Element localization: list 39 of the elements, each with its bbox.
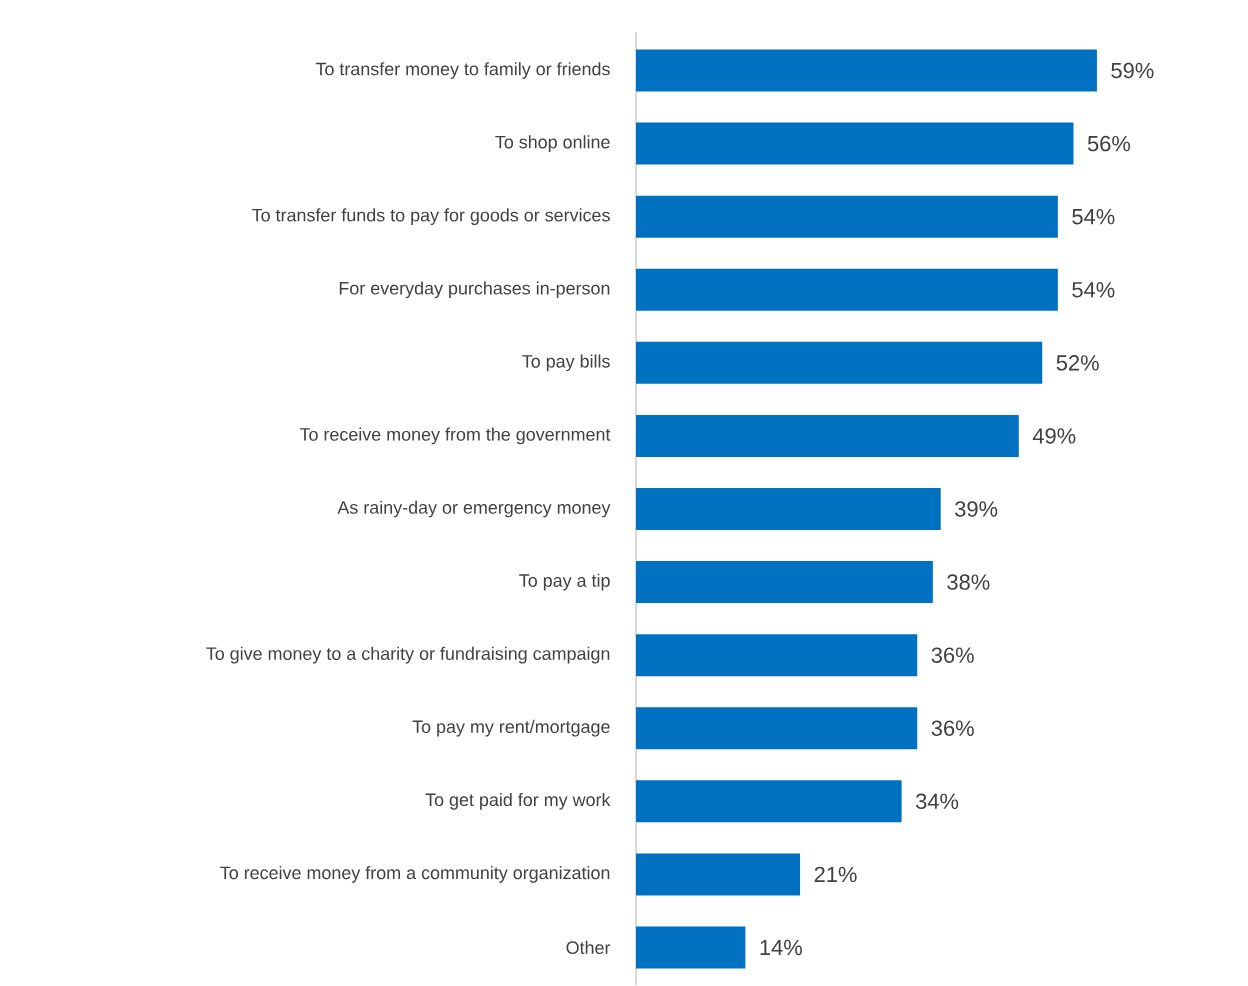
- y-tick-label: To receive money from the government: [299, 427, 611, 445]
- y-tick-label: To receive money from a community organization: [220, 866, 610, 883]
- data-label: 14%: [760, 940, 802, 956]
- y-tick-label: To get paid for my work: [425, 793, 611, 810]
- y-tick-label: To shop online: [495, 135, 610, 153]
- data-label: 52%: [1056, 355, 1099, 371]
- bar: [636, 49, 1097, 92]
- y-tick-label: Other: [566, 941, 611, 955]
- y-tick-label: To pay my rent/mortgage: [412, 720, 610, 737]
- bar: [636, 780, 902, 823]
- y-tick-label: To transfer funds to pay for goods or services: [252, 208, 610, 226]
- data-label: 59%: [1111, 62, 1154, 79]
- bar: [636, 415, 1019, 458]
- bar: [636, 926, 746, 969]
- data-label: 36%: [931, 720, 974, 737]
- data-label: 39%: [955, 501, 998, 517]
- bar: [636, 707, 918, 750]
- data-label: 21%: [814, 866, 857, 883]
- bar: [636, 268, 1058, 311]
- y-tick-label: To pay a tip: [519, 573, 610, 591]
- y-tick-label: To give money to a charity or fundraising campaign: [206, 646, 610, 664]
- data-label: 56%: [1087, 136, 1131, 152]
- data-label: 36%: [931, 647, 974, 664]
- bar: [636, 634, 918, 677]
- bar: [636, 122, 1074, 165]
- data-label: 54%: [1072, 282, 1115, 298]
- data-label: 54%: [1072, 209, 1115, 225]
- bar: [636, 195, 1058, 238]
- bar: [636, 561, 933, 604]
- y-tick-label: As rainy-day or emergency money: [337, 500, 611, 518]
- bar: [636, 488, 941, 531]
- data-label: 49%: [1032, 428, 1076, 444]
- bar: [636, 342, 1043, 385]
- y-tick-label: To pay bills: [522, 354, 610, 372]
- y-tick-label: For everyday purchases in-person: [339, 281, 610, 299]
- y-tick-label: To transfer money to family or friends: [315, 62, 610, 80]
- data-label: 34%: [915, 793, 959, 810]
- bar: [636, 853, 801, 896]
- data-label: 38%: [947, 574, 990, 591]
